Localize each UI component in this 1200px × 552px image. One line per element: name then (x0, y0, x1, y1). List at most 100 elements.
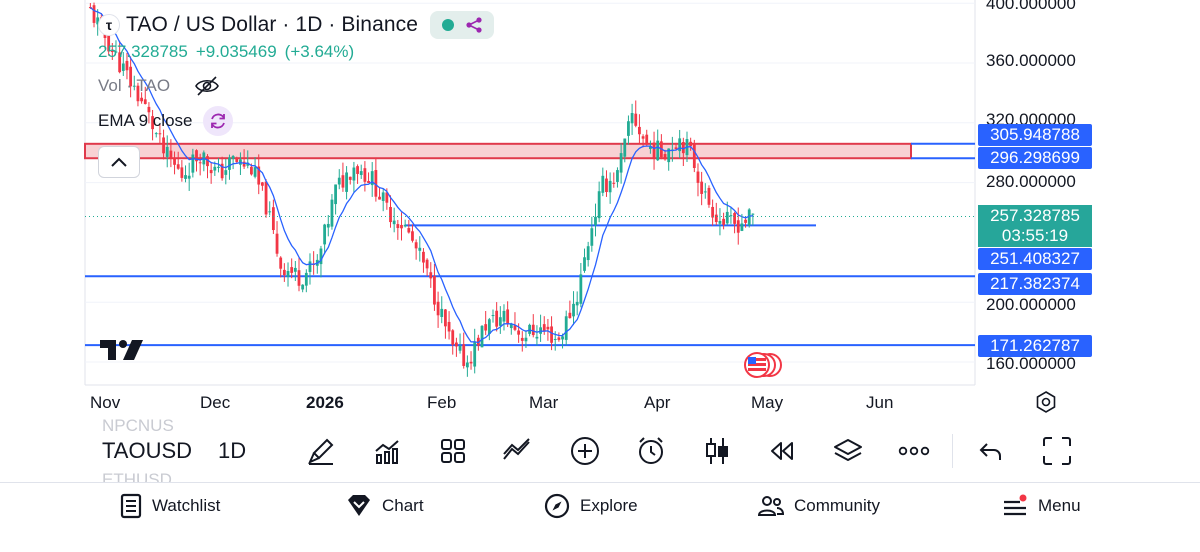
candle-down (206, 156, 209, 167)
more-button[interactable] (897, 434, 931, 468)
candle-up (579, 274, 583, 304)
chart-area[interactable]: τ TAO / US Dollar · 1D · Binance 257.328… (0, 0, 1200, 420)
candle-down (484, 324, 488, 331)
add-button[interactable] (568, 434, 602, 468)
candle-up (718, 220, 722, 224)
candle-up (509, 323, 513, 329)
price-axis-label: 200.000000 (986, 295, 1076, 314)
candle-up (458, 345, 462, 351)
candle-down (634, 113, 638, 126)
candle-up (381, 192, 385, 201)
time-axis-label: May (751, 393, 784, 412)
candle-down (462, 344, 466, 366)
candle-down (531, 324, 535, 336)
market-open-icon (441, 19, 454, 31)
replay-button[interactable] (765, 434, 799, 468)
interval-selector[interactable]: 1D (218, 438, 247, 463)
change-value: +9.035469 (195, 42, 277, 61)
symbol-selector[interactable]: TAOUSD (102, 438, 193, 463)
candle-down (557, 337, 561, 340)
market-status-pill[interactable] (430, 11, 495, 39)
nav-chart[interactable]: Chart (346, 491, 424, 521)
candle-up (334, 184, 338, 205)
candle-down (645, 134, 649, 145)
ema-indicator-row[interactable]: EMA 9 close (98, 106, 494, 136)
layers-icon (834, 439, 862, 461)
candle-down (407, 228, 411, 233)
undo-button[interactable] (974, 434, 1008, 468)
candle-down (250, 166, 253, 175)
collapse-legend-button[interactable] (98, 146, 140, 178)
eye-hidden-icon[interactable] (194, 75, 220, 97)
candle-up (586, 246, 590, 261)
candle-up (403, 224, 407, 227)
object-tree-button[interactable] (831, 434, 865, 468)
candle-up (228, 157, 231, 170)
resistance-zone[interactable] (84, 142, 912, 160)
candle-down (612, 182, 616, 184)
nav-explore[interactable]: Explore (544, 491, 638, 521)
candle-up (224, 170, 228, 175)
price-axis-label: 400.000000 (986, 0, 1076, 13)
candle-down (692, 144, 696, 168)
candle-up (319, 248, 323, 265)
candle-down (707, 187, 711, 205)
chart-type-button[interactable] (700, 434, 734, 468)
fullscreen-button[interactable] (1040, 434, 1074, 468)
layouts-button[interactable] (436, 434, 470, 468)
candle-down (476, 337, 480, 346)
candle-up (729, 215, 733, 217)
nav-menu[interactable]: Menu (1002, 491, 1081, 521)
candle-up (594, 216, 597, 226)
brush-tool-button[interactable] (304, 434, 338, 468)
compare-button[interactable] (500, 434, 534, 468)
candle-down (714, 214, 718, 223)
fullscreen-icon (1043, 437, 1071, 465)
volume-indicator-row[interactable]: Vol · TAO (98, 72, 494, 100)
indicators-button[interactable] (370, 434, 404, 468)
price-axis-label: 360.000000 (986, 51, 1076, 70)
candle-down (425, 259, 429, 269)
candle-down (436, 301, 440, 316)
candle-down (110, 51, 114, 53)
candle-up (330, 199, 334, 227)
undo-icon (979, 443, 1001, 460)
candle-up (253, 167, 257, 177)
candle-down (173, 157, 176, 165)
candle-down (444, 309, 447, 327)
nav-watchlist[interactable]: Watchlist (120, 491, 220, 521)
candle-up (608, 180, 612, 193)
candle-down (700, 181, 704, 194)
price-chart[interactable] (0, 0, 1200, 420)
candle-up (392, 220, 396, 225)
candle-up (246, 162, 250, 166)
tradingview-logo-icon (100, 340, 143, 360)
alert-button[interactable] (634, 434, 668, 468)
candle-down (88, 7, 92, 9)
rewind-icon (771, 442, 793, 460)
us-flag-event-icon[interactable] (742, 350, 782, 380)
candle-up (187, 175, 191, 179)
candle-up (678, 138, 682, 152)
bottom-navigation: Watchlist Chart Explore Community Menu (0, 482, 1200, 552)
candle-down (414, 242, 418, 249)
candle-up (326, 223, 330, 228)
nav-community[interactable]: Community (758, 491, 880, 521)
community-icon (758, 496, 784, 516)
indicators-icon (375, 440, 399, 464)
candle-up (337, 177, 341, 185)
symbol-title[interactable]: TAO / US Dollar · 1D · Binance (126, 13, 419, 36)
candle-down (92, 5, 96, 23)
candle-up (553, 338, 557, 340)
candle-up (184, 175, 187, 179)
candle-down (733, 213, 736, 224)
price-axis-label: 160.000000 (986, 354, 1076, 373)
refresh-icon[interactable] (202, 106, 233, 136)
candle-up (601, 175, 605, 193)
candle-down (271, 207, 275, 231)
nav-community-label: Community (794, 496, 880, 515)
candle-down (356, 166, 359, 174)
chart-settings-icon[interactable] (1034, 390, 1058, 414)
candle-up (751, 213, 755, 215)
compare-icon (503, 438, 530, 460)
